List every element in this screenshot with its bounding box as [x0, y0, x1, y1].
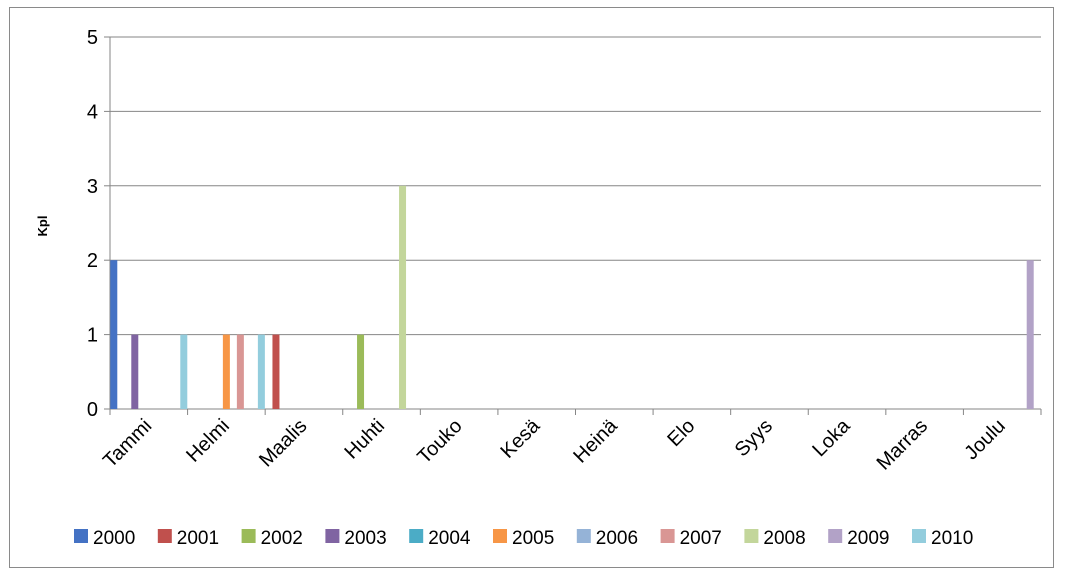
bar-2005-Helmi	[222, 334, 230, 409]
legend-label-2002: 2002	[261, 528, 303, 549]
bar-2002-Huhti	[357, 334, 365, 409]
bar-2000-Tammi	[110, 260, 118, 409]
legend-label-2004: 2004	[428, 528, 471, 549]
legend-label-2010: 2010	[931, 528, 973, 549]
y-tick-label-2: 2	[87, 250, 98, 272]
y-tick-label-3: 3	[87, 176, 98, 198]
legend-swatch-2003	[325, 529, 340, 543]
x-tick-label-Touko: Touko	[413, 415, 466, 468]
bar-2001-Maalis	[272, 334, 280, 409]
x-tick-label-Helmi: Helmi	[182, 415, 234, 467]
legend-swatch-2005	[493, 529, 507, 543]
y-axis-title: Kpl	[35, 216, 50, 237]
legend-swatch-2001	[157, 529, 172, 543]
legend-label-2008: 2008	[763, 528, 805, 549]
y-tick-label-0: 0	[87, 399, 98, 421]
legend-swatch-2006	[576, 529, 591, 543]
legend-label-2005: 2005	[512, 528, 554, 549]
x-tick-label-Joulu: Joulu	[960, 415, 1009, 464]
x-tick-label-Marras: Marras	[873, 415, 933, 475]
bar-2010-Helmi	[257, 334, 265, 409]
legend-label-2007: 2007	[680, 528, 722, 549]
bar-2007-Helmi	[236, 334, 244, 409]
legend-label-2003: 2003	[344, 528, 386, 549]
legend-swatch-2002	[241, 529, 256, 543]
bar-2009-Joulu	[1026, 260, 1034, 409]
x-tick-label-Loka: Loka	[808, 414, 855, 461]
legend-swatch-2009	[828, 529, 843, 543]
bar-2010-Tammi	[180, 334, 188, 409]
legend-swatch-2004	[409, 529, 424, 543]
legend-swatch-2010	[912, 529, 926, 543]
x-tick-label-Syys: Syys	[731, 415, 777, 461]
x-tick-label-Kesä: Kesä	[496, 414, 544, 462]
bar-2008-Huhti	[399, 185, 407, 409]
x-tick-label-Elo: Elo	[663, 415, 699, 451]
y-tick-label-1: 1	[87, 325, 98, 347]
legend-swatch-2008	[744, 529, 759, 543]
y-tick-label-5: 5	[87, 27, 98, 49]
y-tick-label-4: 4	[87, 101, 98, 123]
legend-label-2006: 2006	[596, 528, 638, 549]
legend-label-2000: 2000	[93, 528, 135, 549]
x-tick-label-Tammi: Tammi	[99, 415, 156, 472]
x-tick-label-Huhti: Huhti	[340, 415, 389, 464]
bar-2003-Tammi	[131, 334, 139, 409]
x-tick-label-Heinä: Heinä	[569, 414, 622, 467]
bar-chart: 0 1 2 3 4 5 Tammi Helmi Maalis Huhti Touko Kesä Hein…	[35, 27, 1042, 549]
legend-swatch-2000	[74, 529, 88, 543]
legend-swatch-2007	[660, 529, 675, 543]
chart-frame: 0 1 2 3 4 5 Tammi Helmi Maalis Huhti Touko Kesä Hein…	[9, 7, 1054, 568]
x-tick-label-Maalis: Maalis	[255, 415, 311, 471]
legend-label-2001: 2001	[177, 528, 219, 549]
legend-label-2009: 2009	[847, 528, 889, 549]
